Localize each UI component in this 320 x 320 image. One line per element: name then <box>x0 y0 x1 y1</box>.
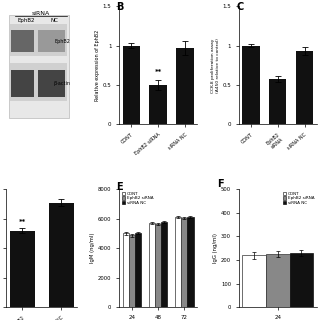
Bar <box>176 48 194 124</box>
Bar <box>155 224 161 307</box>
Text: EphB2: EphB2 <box>54 39 70 44</box>
FancyBboxPatch shape <box>9 15 69 118</box>
Bar <box>187 217 194 307</box>
Y-axis label: IgG (ng/ml): IgG (ng/ml) <box>213 233 218 263</box>
Text: C: C <box>236 3 244 12</box>
Text: EphB2: EphB2 <box>18 18 35 23</box>
Text: NC: NC <box>51 18 59 23</box>
Text: siRNA: siRNA <box>31 11 50 16</box>
Bar <box>149 85 167 124</box>
Legend: CONT, EphB2 siRNA, siRNA NC: CONT, EphB2 siRNA, siRNA NC <box>282 191 315 205</box>
Y-axis label: Relative expression of EphB2: Relative expression of EphB2 <box>95 30 100 101</box>
Bar <box>269 79 286 124</box>
Y-axis label: CCK-8 proliferation assay
(A450 relative to control): CCK-8 proliferation assay (A450 relative… <box>211 38 220 93</box>
Bar <box>290 253 313 307</box>
Text: β-actin: β-actin <box>53 81 70 85</box>
Text: **: ** <box>19 219 26 225</box>
Bar <box>10 230 35 307</box>
FancyBboxPatch shape <box>10 63 68 101</box>
FancyBboxPatch shape <box>38 70 65 97</box>
Text: **: ** <box>155 69 162 75</box>
FancyBboxPatch shape <box>38 30 65 52</box>
Bar <box>161 222 167 307</box>
Bar <box>181 218 187 307</box>
Bar <box>149 223 155 307</box>
Bar <box>123 234 129 307</box>
Bar <box>123 46 140 124</box>
Bar <box>175 217 181 307</box>
Text: F: F <box>217 179 223 188</box>
Bar <box>296 51 313 124</box>
Bar <box>266 254 290 307</box>
FancyBboxPatch shape <box>10 24 68 56</box>
Bar <box>129 236 135 307</box>
Text: E: E <box>116 182 123 192</box>
Bar <box>242 46 260 124</box>
FancyBboxPatch shape <box>12 30 34 52</box>
Text: B: B <box>116 3 124 12</box>
Legend: CONT, EphB2 siRNA, siRNA NC: CONT, EphB2 siRNA, siRNA NC <box>121 191 154 205</box>
Bar <box>242 255 266 307</box>
Bar <box>49 203 74 307</box>
Bar <box>135 233 141 307</box>
FancyBboxPatch shape <box>12 70 34 97</box>
Y-axis label: IgM (ng/ml): IgM (ng/ml) <box>90 233 95 263</box>
